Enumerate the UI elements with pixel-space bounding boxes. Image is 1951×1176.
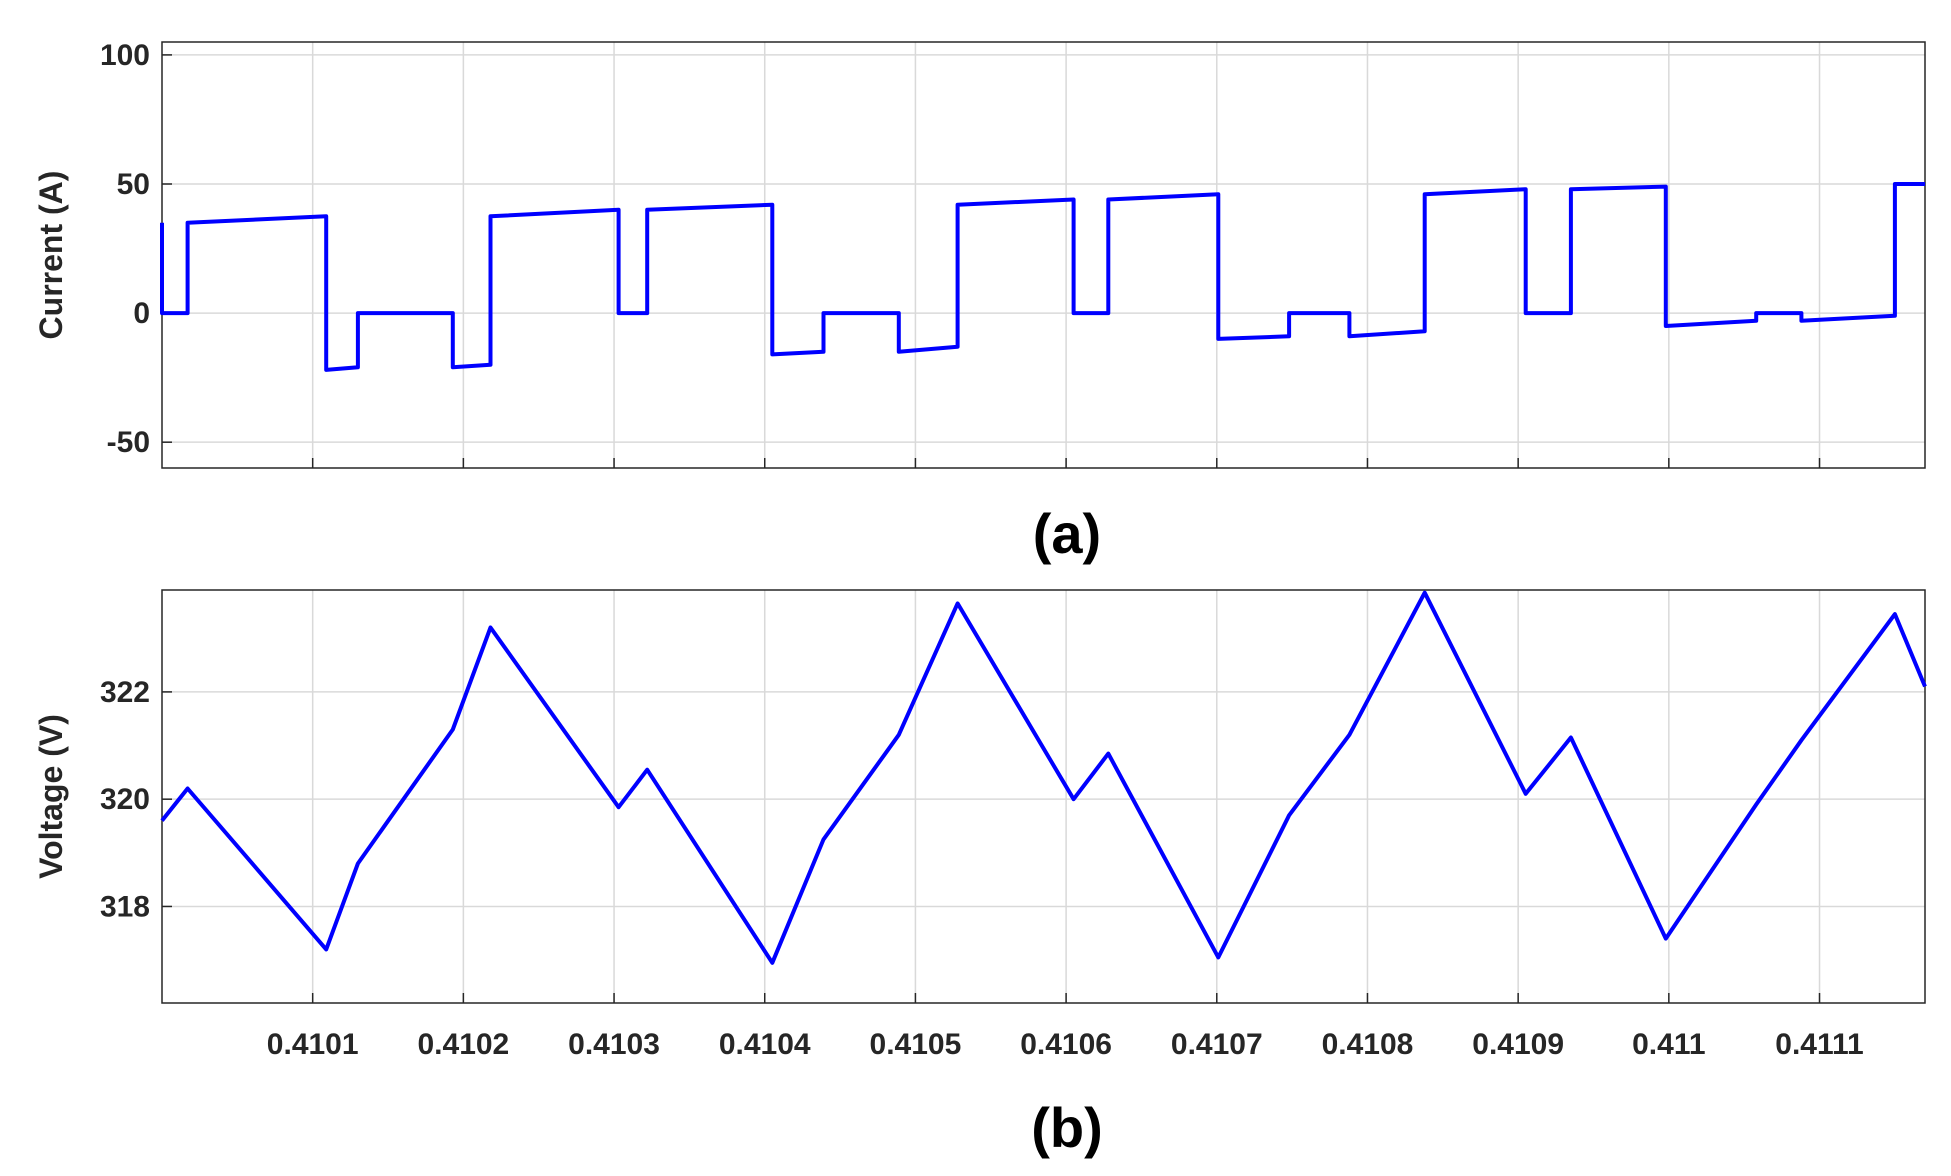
current-y-tick-label: 50: [117, 168, 150, 201]
voltage-x-tick-label: 0.411: [1632, 1028, 1705, 1061]
current-y-tick-label: -50: [107, 426, 150, 459]
current-y-axis-title: Current (A): [33, 171, 69, 340]
voltage-x-tick-label: 0.4108: [1322, 1028, 1414, 1061]
voltage-x-tick-label: 0.4104: [719, 1028, 811, 1061]
current-y-tick-label: 100: [100, 39, 150, 72]
voltage-chart-panel: 318 320 322 0.4101 0.4102 0.4103 0.4104 0.4105 0…: [33, 589, 1927, 1061]
current-y-tick-label: 0: [133, 297, 150, 330]
voltage-x-tick-label: 0.4103: [568, 1028, 660, 1061]
voltage-x-tick-label: 0.4109: [1472, 1028, 1564, 1061]
panel-b-label: (b): [1031, 1096, 1103, 1159]
voltage-x-tick-label: 0.4106: [1020, 1028, 1112, 1061]
voltage-y-axis-title: Voltage (V): [33, 714, 69, 879]
voltage-y-tick-label: 320: [100, 783, 150, 816]
voltage-x-tick-label: 0.4111: [1775, 1028, 1863, 1061]
voltage-axes-frame: [161, 589, 1926, 1004]
voltage-x-tick-label: 0.4105: [870, 1028, 962, 1061]
voltage-x-tick-label: 0.4101: [267, 1028, 359, 1061]
current-series-line: [160, 182, 1925, 372]
voltage-y-tick-label: 322: [100, 676, 150, 709]
current-chart-panel: -50 0 50 100 Current (A): [33, 39, 1926, 469]
voltage-x-tick-label: 0.4107: [1171, 1028, 1263, 1061]
panel-a-label: (a): [1033, 502, 1101, 565]
voltage-series-line: [160, 590, 1927, 965]
current-axes-frame: [161, 41, 1926, 469]
voltage-x-tick-label: 0.4102: [417, 1028, 509, 1061]
voltage-y-tick-label: 318: [100, 890, 150, 923]
